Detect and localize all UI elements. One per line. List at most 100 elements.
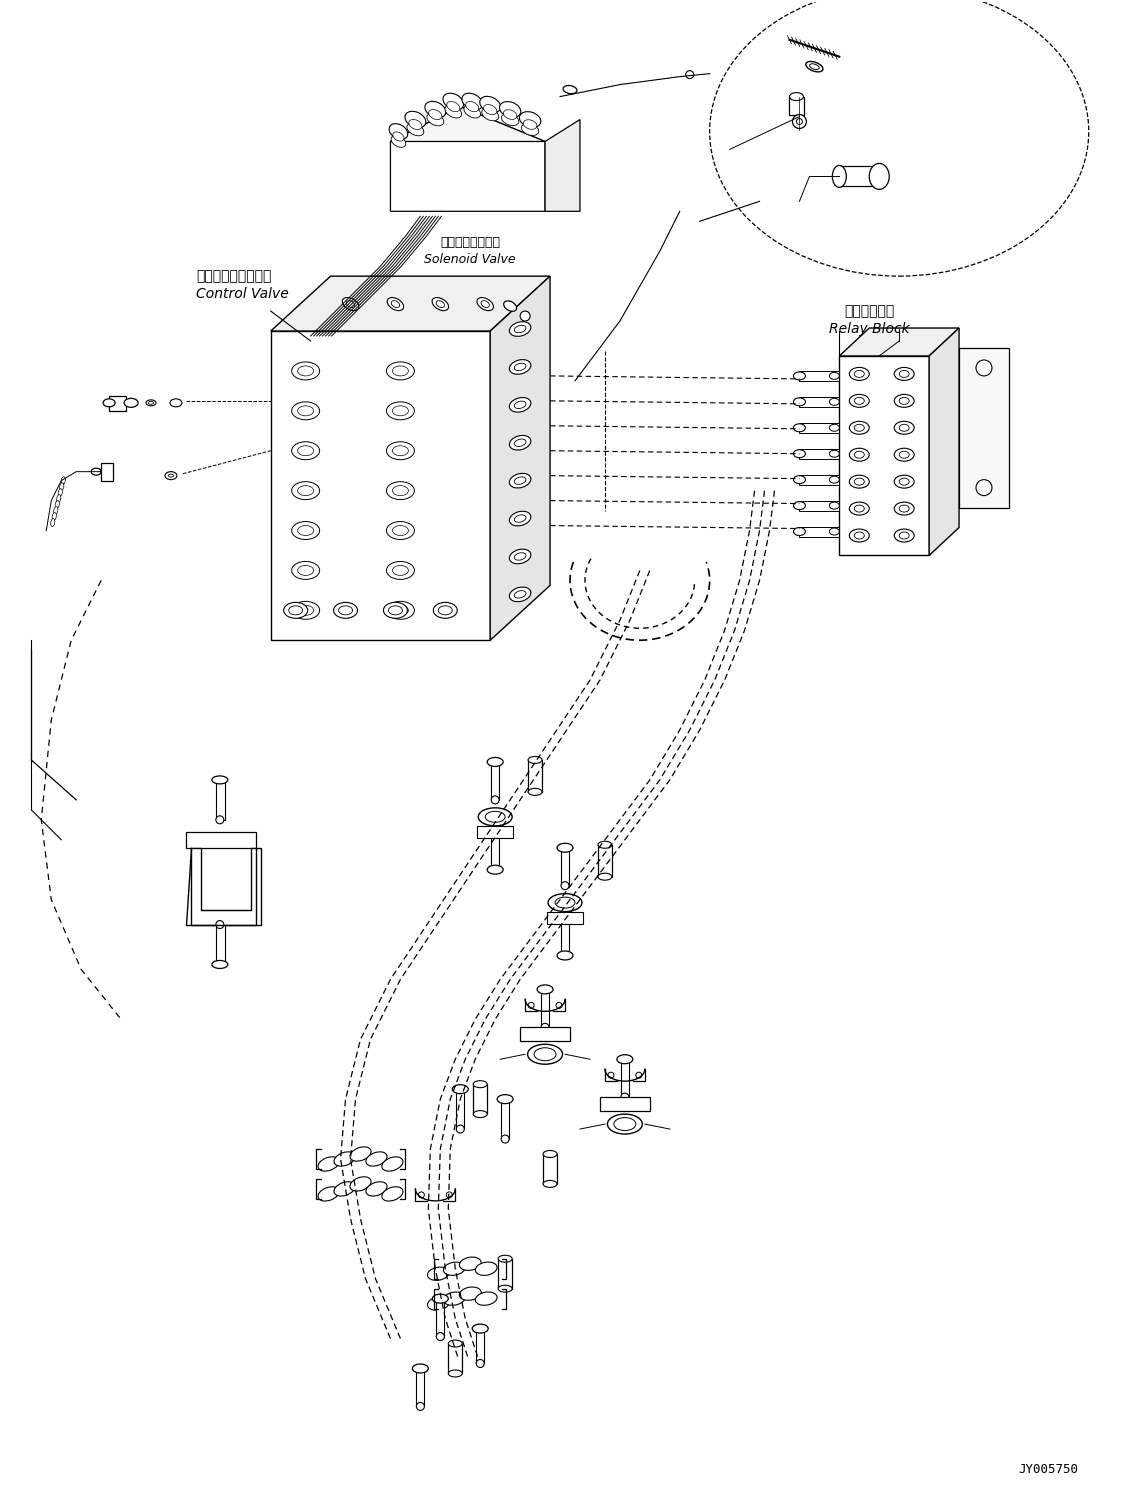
Polygon shape: [186, 848, 260, 924]
Polygon shape: [520, 1027, 570, 1041]
Bar: [541, 990, 549, 1027]
Ellipse shape: [392, 446, 408, 456]
Polygon shape: [390, 106, 545, 212]
Circle shape: [976, 480, 991, 495]
Ellipse shape: [298, 365, 314, 376]
Ellipse shape: [466, 101, 479, 112]
Ellipse shape: [794, 398, 805, 406]
Polygon shape: [490, 276, 550, 640]
Text: Solenoid Valve: Solenoid Valve: [424, 253, 516, 267]
Ellipse shape: [91, 468, 101, 476]
Polygon shape: [545, 119, 580, 212]
Bar: [216, 780, 225, 820]
Circle shape: [447, 1191, 453, 1197]
Text: ソレノイドバルブ: ソレノイドバルブ: [440, 236, 500, 249]
Ellipse shape: [899, 505, 910, 511]
Ellipse shape: [854, 479, 864, 485]
Ellipse shape: [509, 398, 531, 412]
Ellipse shape: [534, 1048, 556, 1060]
Ellipse shape: [393, 131, 404, 142]
Circle shape: [416, 1403, 424, 1410]
Bar: [491, 838, 499, 869]
Ellipse shape: [563, 85, 576, 94]
Bar: [799, 449, 839, 459]
Ellipse shape: [829, 373, 839, 379]
Ellipse shape: [448, 1370, 463, 1378]
Ellipse shape: [334, 1153, 355, 1166]
Ellipse shape: [548, 893, 582, 911]
Polygon shape: [839, 167, 879, 186]
Ellipse shape: [543, 1151, 557, 1157]
Bar: [799, 526, 839, 537]
Ellipse shape: [387, 482, 414, 499]
Ellipse shape: [514, 325, 526, 332]
Ellipse shape: [555, 898, 575, 908]
Ellipse shape: [445, 106, 462, 118]
Ellipse shape: [480, 97, 500, 113]
Ellipse shape: [350, 1176, 371, 1191]
Text: 中継ブロック: 中継ブロック: [844, 304, 895, 318]
Ellipse shape: [333, 602, 357, 619]
Ellipse shape: [382, 1187, 402, 1202]
Ellipse shape: [849, 502, 870, 514]
Ellipse shape: [514, 553, 526, 561]
Ellipse shape: [473, 1081, 487, 1087]
Ellipse shape: [509, 473, 531, 488]
Ellipse shape: [509, 549, 531, 564]
Ellipse shape: [387, 562, 414, 580]
Ellipse shape: [528, 789, 542, 795]
Ellipse shape: [794, 476, 805, 483]
Polygon shape: [271, 276, 550, 331]
Circle shape: [216, 920, 224, 929]
Ellipse shape: [479, 808, 512, 826]
Ellipse shape: [899, 532, 910, 540]
Ellipse shape: [448, 1340, 463, 1346]
Ellipse shape: [543, 1181, 557, 1187]
Circle shape: [686, 70, 694, 79]
Ellipse shape: [810, 64, 819, 70]
Ellipse shape: [211, 960, 227, 969]
Ellipse shape: [392, 525, 408, 535]
Ellipse shape: [453, 1084, 468, 1093]
Ellipse shape: [292, 403, 319, 420]
Polygon shape: [390, 106, 545, 142]
Ellipse shape: [509, 322, 531, 337]
Ellipse shape: [528, 1044, 563, 1065]
Text: コントロールバルブ: コントロールバルブ: [196, 270, 272, 283]
Ellipse shape: [829, 502, 839, 508]
Ellipse shape: [169, 400, 182, 407]
Circle shape: [216, 816, 224, 825]
Ellipse shape: [789, 92, 804, 100]
Ellipse shape: [794, 423, 805, 432]
Ellipse shape: [459, 1257, 481, 1270]
Ellipse shape: [854, 505, 864, 511]
Ellipse shape: [392, 406, 408, 416]
Bar: [799, 397, 839, 407]
Circle shape: [556, 1002, 562, 1008]
Ellipse shape: [433, 602, 457, 619]
Circle shape: [520, 312, 530, 321]
Circle shape: [636, 1072, 641, 1078]
Polygon shape: [271, 331, 490, 640]
Ellipse shape: [514, 590, 526, 598]
Circle shape: [796, 119, 803, 125]
Ellipse shape: [475, 1261, 497, 1275]
Ellipse shape: [103, 400, 115, 407]
Ellipse shape: [211, 775, 227, 784]
Ellipse shape: [894, 449, 914, 461]
Ellipse shape: [392, 565, 408, 576]
Ellipse shape: [509, 511, 531, 526]
Ellipse shape: [832, 166, 846, 188]
Ellipse shape: [870, 164, 889, 189]
Polygon shape: [958, 347, 1009, 507]
Ellipse shape: [292, 562, 319, 580]
Ellipse shape: [829, 450, 839, 458]
Ellipse shape: [899, 452, 910, 458]
Ellipse shape: [498, 1285, 512, 1293]
Ellipse shape: [51, 519, 55, 526]
Ellipse shape: [459, 1287, 481, 1300]
Ellipse shape: [292, 362, 319, 380]
Circle shape: [561, 881, 568, 890]
Ellipse shape: [854, 425, 864, 431]
Ellipse shape: [487, 865, 504, 874]
